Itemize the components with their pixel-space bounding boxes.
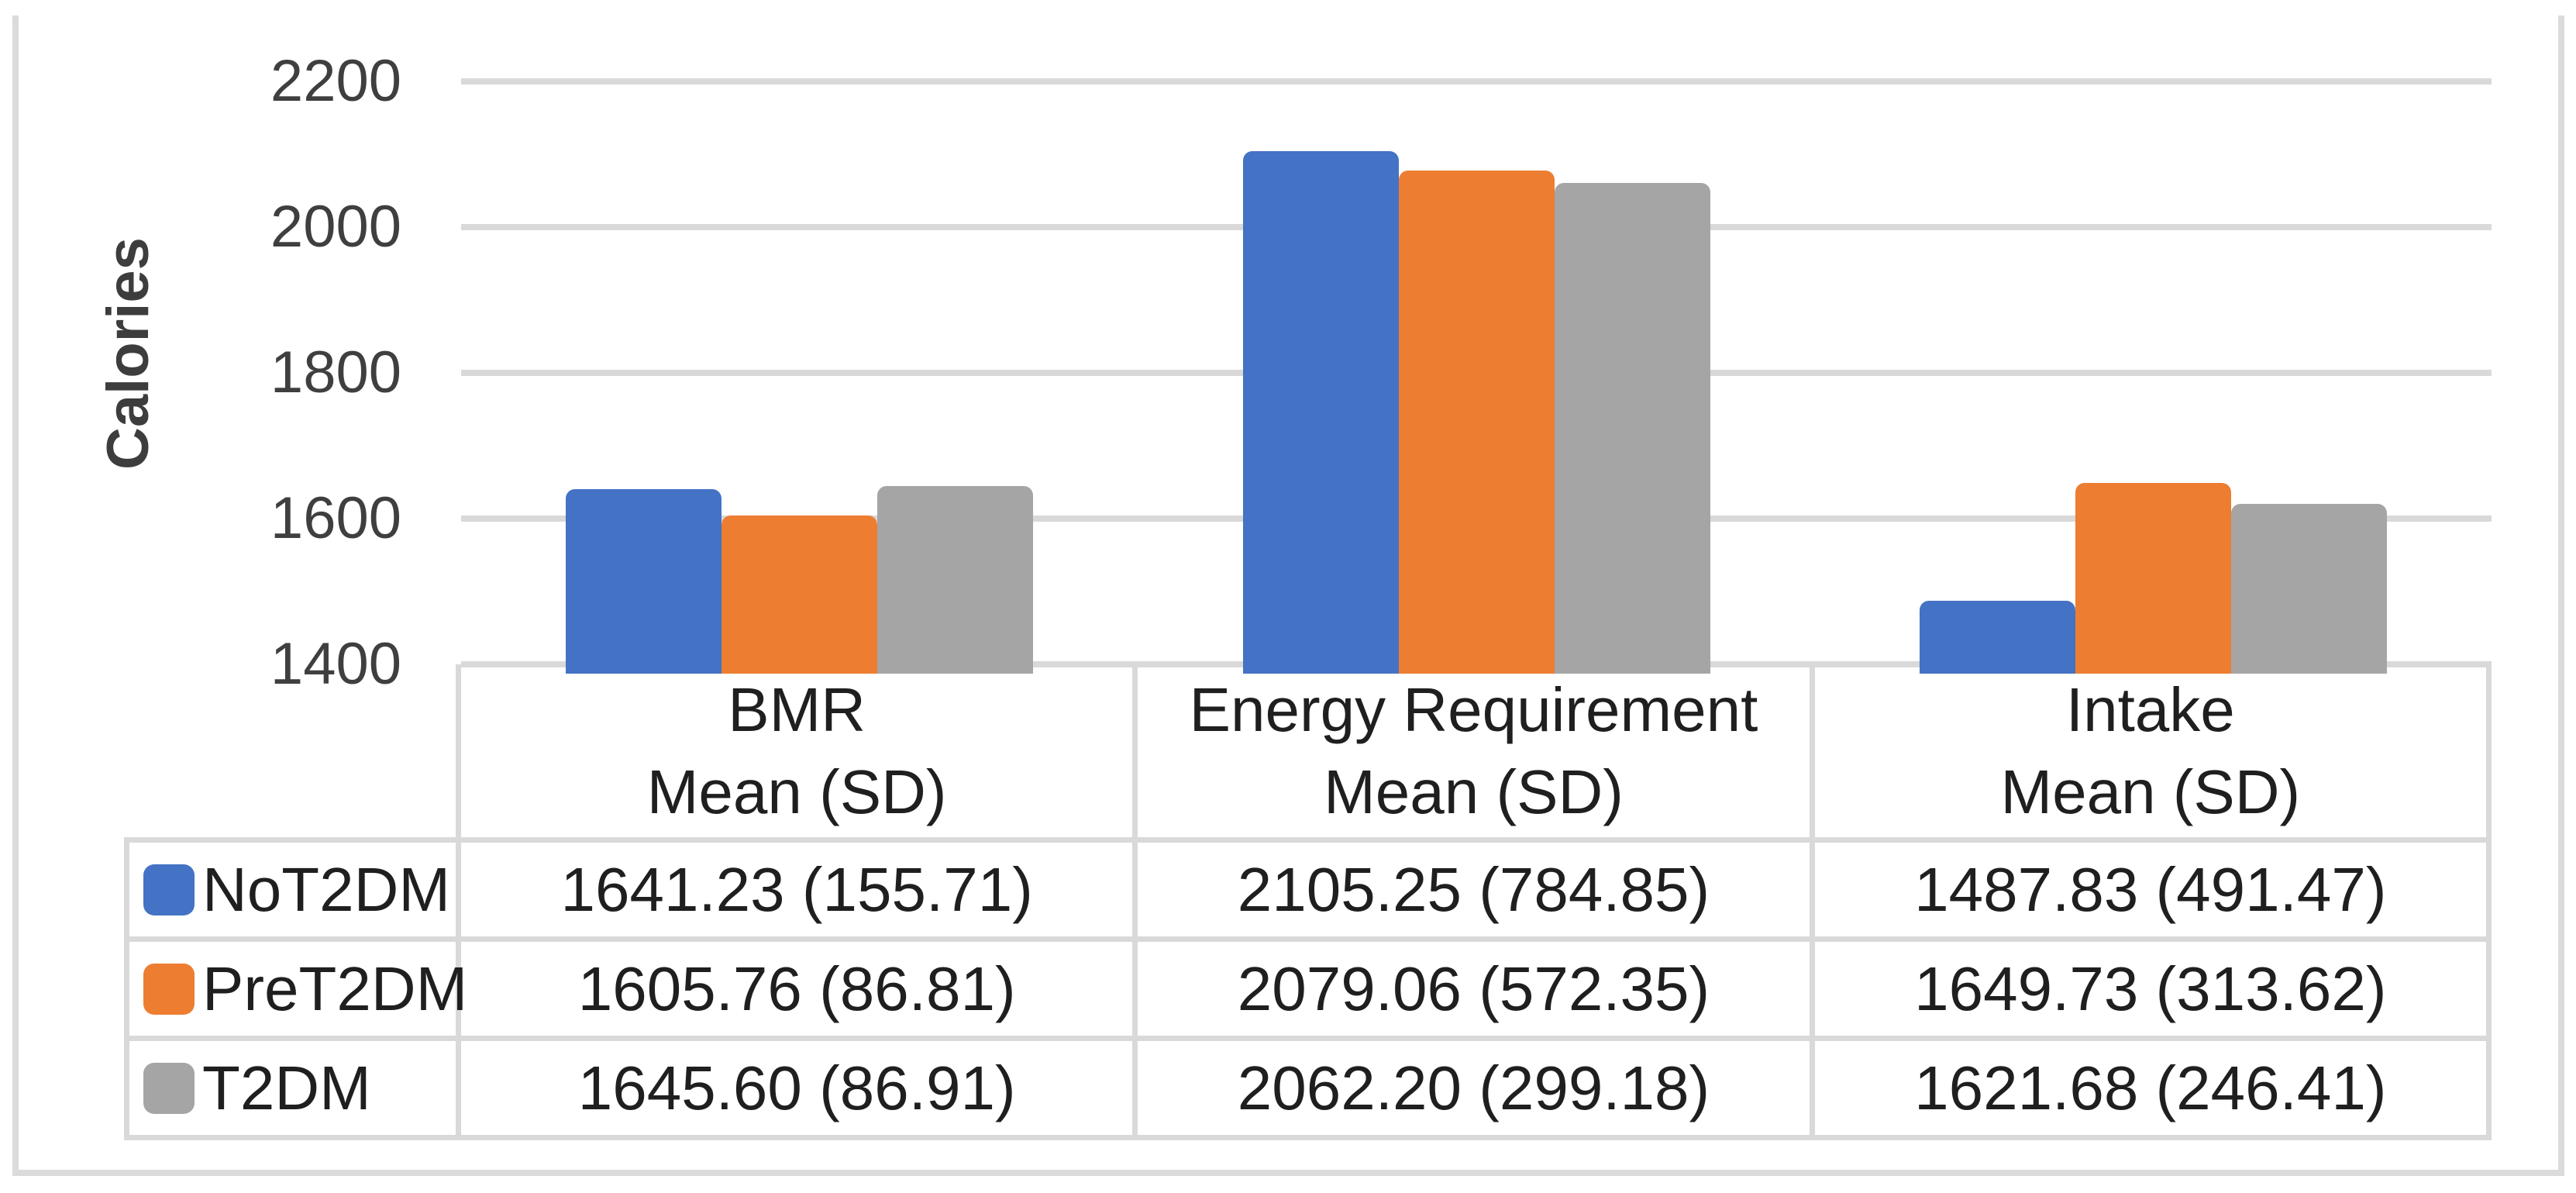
gridline-2200 [461,78,2492,84]
y-tick-1600: 1600 [270,485,401,551]
bar-NoT2DM-intake [1919,601,2075,674]
legend-label: NoT2DM [202,854,451,924]
gridline-2000 [461,224,2492,230]
table-value-NoT2DM-intake: 1487.83 (491.47) [1814,843,2492,942]
table-value-NoT2DM-energy-requirement: 2105.25 (784.85) [1138,843,1815,942]
table-value-PreT2DM-intake: 1649.73 (313.62) [1814,942,2492,1041]
bar-T2DM-bmr [877,486,1034,674]
table-value-NoT2DM-bmr: 1641.23 (155.71) [461,843,1138,942]
column-header-energy-requirement: Energy Requirement Mean (SD) [1138,664,1815,843]
table-value-T2DM-bmr: 1645.60 (86.91) [461,1041,1138,1140]
y-axis-title: Calories [95,237,161,470]
legend-row-PreT2DM: PreT2DM [124,942,467,1041]
bar-PreT2DM-intake [2075,483,2231,674]
figure-border-right [2558,16,2564,1176]
gridline-1800 [461,370,2492,376]
y-tick-1800: 1800 [270,340,401,405]
y-tick-2000: 2000 [270,194,401,260]
table-corner-cell [124,664,461,843]
column-header-subtitle: Mean (SD) [646,757,947,826]
table-value-PreT2DM-energy-requirement: 2079.06 (572.35) [1138,942,1815,1041]
legend-label: PreT2DM [202,953,468,1023]
bar-T2DM-energy-requirement [1554,183,1710,674]
legend-row-NoT2DM: NoT2DM [124,843,461,942]
column-header-title: BMR [728,674,866,744]
table-value-PreT2DM-bmr: 1605.76 (86.81) [461,942,1138,1041]
table-value-T2DM-intake: 1621.68 (246.41) [1814,1041,2492,1140]
legend-swatch-NoT2DM [143,864,195,915]
bar-NoT2DM-bmr [566,489,722,674]
legend-swatch-T2DM [143,1062,195,1114]
column-header-subtitle: Mean (SD) [1324,757,1624,826]
bar-NoT2DM-energy-requirement [1242,151,1399,674]
figure-border-left [12,16,19,1176]
bar-T2DM-intake [2230,504,2387,674]
legend-swatch-PreT2DM [143,963,195,1015]
figure-border-bottom [12,1170,2564,1176]
y-tick-2200: 2200 [270,48,401,114]
column-header-title: Energy Requirement [1189,674,1758,744]
column-header-intake: Intake Mean (SD) [1814,664,2492,843]
plot-area [461,0,2492,674]
legend-row-T2DM: T2DM [124,1041,461,1140]
column-header-bmr: BMR Mean (SD) [461,664,1138,843]
column-header-title: Intake [2065,674,2235,744]
bar-PreT2DM-energy-requirement [1398,171,1555,674]
gridline-1600 [461,515,2492,522]
legend-label: T2DM [202,1053,371,1122]
column-header-subtitle: Mean (SD) [2000,757,2301,826]
table-value-T2DM-energy-requirement: 2062.20 (299.18) [1138,1041,1815,1140]
y-tick-1400: 1400 [270,631,401,697]
bar-PreT2DM-bmr [721,515,878,674]
